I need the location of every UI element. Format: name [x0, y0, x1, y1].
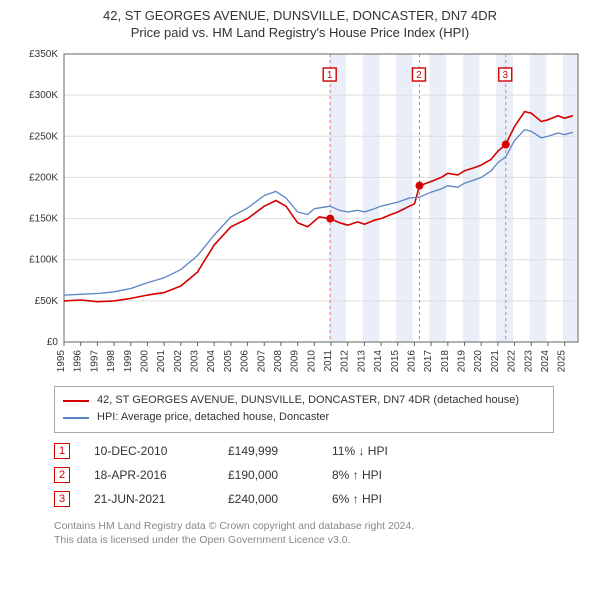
event-price: £149,999	[228, 444, 308, 458]
legend-swatch-hpi	[63, 417, 89, 419]
event-diff: 6% ↑ HPI	[332, 492, 432, 506]
svg-text:2008: 2008	[273, 349, 284, 372]
svg-text:2000: 2000	[139, 349, 150, 372]
svg-text:2025: 2025	[557, 349, 568, 372]
event-diff: 11% ↓ HPI	[332, 444, 432, 458]
svg-text:2009: 2009	[290, 349, 301, 372]
event-diff: 8% ↑ HPI	[332, 468, 432, 482]
svg-text:1999: 1999	[123, 349, 134, 372]
price-chart: £0 £50K £100K £150K £200K £250K £300K £350K 1995…	[14, 48, 586, 378]
legend-row-hpi: HPI: Average price, detached house, Donc…	[63, 409, 545, 427]
legend-label-property: 42, ST GEORGES AVENUE, DUNSVILLE, DONCAS…	[97, 392, 519, 410]
svg-text:£0: £0	[47, 337, 59, 348]
footnote-line2: This data is licensed under the Open Gov…	[54, 533, 586, 547]
svg-text:2010: 2010	[306, 349, 317, 372]
legend-row-property: 42, ST GEORGES AVENUE, DUNSVILLE, DONCAS…	[63, 392, 545, 410]
svg-text:1995: 1995	[56, 349, 67, 372]
event-date: 21-JUN-2021	[94, 492, 204, 506]
event-marker: 3	[54, 491, 70, 507]
svg-text:2012: 2012	[340, 349, 351, 372]
legend-swatch-property	[63, 400, 89, 402]
svg-text:1996: 1996	[73, 349, 84, 372]
svg-text:1997: 1997	[89, 349, 100, 372]
svg-text:2024: 2024	[540, 349, 551, 372]
svg-text:2019: 2019	[457, 349, 468, 372]
svg-text:2001: 2001	[156, 349, 167, 372]
svg-text:1: 1	[327, 70, 333, 81]
chart-title-line2: Price paid vs. HM Land Registry's House …	[14, 25, 586, 42]
svg-text:£100K: £100K	[29, 254, 58, 265]
svg-text:2022: 2022	[507, 349, 518, 372]
svg-text:3: 3	[502, 70, 508, 81]
svg-text:2017: 2017	[423, 349, 434, 372]
footnote-line1: Contains HM Land Registry data © Crown c…	[54, 519, 586, 533]
svg-text:2006: 2006	[240, 349, 251, 372]
svg-text:2007: 2007	[256, 349, 267, 372]
svg-text:2002: 2002	[173, 349, 184, 372]
event-price: £240,000	[228, 492, 308, 506]
svg-text:2020: 2020	[473, 349, 484, 372]
svg-text:£150K: £150K	[29, 213, 58, 224]
legend-label-hpi: HPI: Average price, detached house, Donc…	[97, 409, 329, 427]
svg-text:2016: 2016	[406, 349, 417, 372]
event-marker: 1	[54, 443, 70, 459]
event-date: 10-DEC-2010	[94, 444, 204, 458]
svg-text:2015: 2015	[390, 349, 401, 372]
footnote: Contains HM Land Registry data © Crown c…	[54, 519, 586, 547]
event-marker: 2	[54, 467, 70, 483]
chart-title-line1: 42, ST GEORGES AVENUE, DUNSVILLE, DONCAS…	[14, 8, 586, 25]
svg-text:£50K: £50K	[35, 296, 59, 307]
sale-event-row: 3 21-JUN-2021 £240,000 6% ↑ HPI	[54, 487, 554, 511]
sale-event-row: 2 18-APR-2016 £190,000 8% ↑ HPI	[54, 463, 554, 487]
svg-text:2013: 2013	[356, 349, 367, 372]
svg-text:2023: 2023	[523, 349, 534, 372]
svg-text:2: 2	[416, 70, 422, 81]
svg-text:2005: 2005	[223, 349, 234, 372]
svg-text:2018: 2018	[440, 349, 451, 372]
sale-events-table: 1 10-DEC-2010 £149,999 11% ↓ HPI 2 18-APR-201…	[54, 439, 554, 511]
svg-text:2004: 2004	[206, 349, 217, 372]
svg-text:£250K: £250K	[29, 131, 58, 142]
svg-text:£350K: £350K	[29, 49, 58, 60]
svg-text:2014: 2014	[373, 349, 384, 372]
event-date: 18-APR-2016	[94, 468, 204, 482]
svg-text:2021: 2021	[490, 349, 501, 372]
event-price: £190,000	[228, 468, 308, 482]
sale-event-row: 1 10-DEC-2010 £149,999 11% ↓ HPI	[54, 439, 554, 463]
svg-text:£200K: £200K	[29, 172, 58, 183]
svg-text:£300K: £300K	[29, 90, 58, 101]
legend: 42, ST GEORGES AVENUE, DUNSVILLE, DONCAS…	[54, 386, 554, 433]
svg-text:2003: 2003	[190, 349, 201, 372]
svg-text:2011: 2011	[323, 349, 334, 371]
svg-text:1998: 1998	[106, 349, 117, 372]
